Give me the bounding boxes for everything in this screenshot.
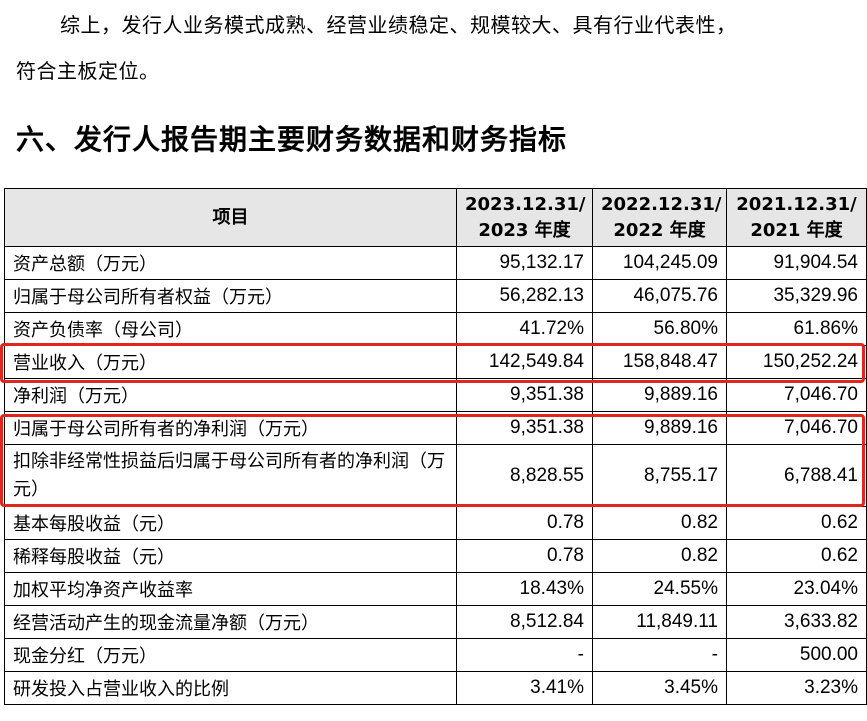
value-2022: - [592,638,727,672]
value-2022: 46,075.76 [592,279,727,313]
financial-data-table: 项目 2023.12.31/ 2023 年度 2022.12.31/ 2022 … [4,188,867,705]
table-row: 经营活动产生的现金流量净额（万元） 8,512.84 11,849.11 3,6… [4,605,867,639]
section-title: 六、发行人报告期主要财务数据和财务指标 [16,123,568,156]
paragraph-line-2: 符合主板定位。 [16,59,160,83]
row-label: 归属于母公司所有者的净利润（万元） [4,411,457,445]
value-2023: 56,282.13 [456,279,593,313]
table-row: 加权平均净资产收益率 18.43% 24.55% 23.04% [4,572,867,606]
value-2021: 500.00 [726,638,867,672]
row-label: 净利润（万元） [4,378,457,412]
value-2023: 0.78 [456,539,593,573]
table-row: 净利润（万元） 9,351.38 9,889.16 7,046.70 [4,378,867,412]
value-2023: 41.72% [456,312,593,346]
value-2022: 24.55% [592,572,727,606]
row-label: 加权平均净资产收益率 [4,572,457,606]
row-label: 资产总额（万元） [4,246,457,280]
row-label: 稀释每股收益（元） [4,539,457,573]
table-row: 稀释每股收益（元） 0.78 0.82 0.62 [4,539,867,573]
row-label: 基本每股收益（元） [4,506,457,540]
value-2022: 158,848.47 [592,345,727,379]
value-2021: 35,329.96 [726,279,867,313]
value-2022: 9,889.16 [592,378,727,412]
value-2022: 104,245.09 [592,246,727,280]
value-2021: 7,046.70 [726,411,867,445]
value-2021: 23.04% [726,572,867,606]
value-2023: 3.41% [456,671,593,705]
value-2023: 8,512.84 [456,605,593,639]
table-row: 资产负债率（母公司） 41.72% 56.80% 61.86% [4,312,867,346]
row-label: 经营活动产生的现金流量净额（万元） [4,605,457,639]
value-2022: 3.45% [592,671,727,705]
table-row: 归属于母公司所有者的净利润（万元） 9,351.38 9,889.16 7,04… [4,411,867,445]
value-2021: 0.62 [726,539,867,573]
row-label: 资产负债率（母公司） [4,312,457,346]
row-label: 营业收入（万元） [4,345,457,379]
value-2021: 91,904.54 [726,246,867,280]
value-2023: 9,351.38 [456,378,593,412]
table-row: 现金分红（万元） - - 500.00 [4,638,867,672]
value-2021: 0.62 [726,506,867,540]
value-2023: 142,549.84 [456,345,593,379]
value-2023: 9,351.38 [456,411,593,445]
value-2021: 61.86% [726,312,867,346]
value-2022: 56.80% [592,312,727,346]
value-2023: 0.78 [456,506,593,540]
value-2022: 0.82 [592,539,727,573]
value-2021: 3.23% [726,671,867,705]
row-label: 现金分红（万元） [4,638,457,672]
table-row: 研发投入占营业收入的比例 3.41% 3.45% 3.23% [4,671,867,705]
value-2022: 9,889.16 [592,411,727,445]
table-header-row: 项目 2023.12.31/ 2023 年度 2022.12.31/ 2022 … [4,188,867,247]
value-2022: 11,849.11 [592,605,727,639]
table-row: 基本每股收益（元） 0.78 0.82 0.62 [4,506,867,540]
value-2022: 0.82 [592,506,727,540]
table-row: 资产总额（万元） 95,132.17 104,245.09 91,904.54 [4,246,867,280]
row-label: 归属于母公司所有者权益（万元） [4,279,457,313]
paragraph-line-1: 综上，发行人业务模式成熟、经营业绩稳定、规模较大、具有行业代表性， [60,13,737,37]
row-label: 扣除非经常性损益后归属于母公司所有者的净利润（万元） [4,444,457,507]
value-2022: 8,755.17 [592,444,727,507]
intro-paragraph: 综上，发行人业务模式成熟、经营业绩稳定、规模较大、具有行业代表性， 符合主板定位… [0,0,867,94]
table-row: 营业收入（万元） 142,549.84 158,848.47 150,252.2… [4,345,867,379]
value-2021: 6,788.41 [726,444,867,507]
value-2023: 95,132.17 [456,246,593,280]
table-row: 归属于母公司所有者权益（万元） 56,282.13 46,075.76 35,3… [4,279,867,313]
header-year-2023: 2023.12.31/ 2023 年度 [456,188,593,247]
value-2021: 3,633.82 [726,605,867,639]
header-year-2022: 2022.12.31/ 2022 年度 [592,188,727,247]
row-label: 研发投入占营业收入的比例 [4,671,457,705]
header-item: 项目 [4,188,457,247]
value-2023: 8,828.55 [456,444,593,507]
value-2021: 150,252.24 [726,345,867,379]
value-2021: 7,046.70 [726,378,867,412]
value-2023: 18.43% [456,572,593,606]
header-year-2021: 2021.12.31/ 2021 年度 [726,188,867,247]
table-row: 扣除非经常性损益后归属于母公司所有者的净利润（万元） 8,828.55 8,75… [4,444,867,507]
value-2023: - [456,638,593,672]
